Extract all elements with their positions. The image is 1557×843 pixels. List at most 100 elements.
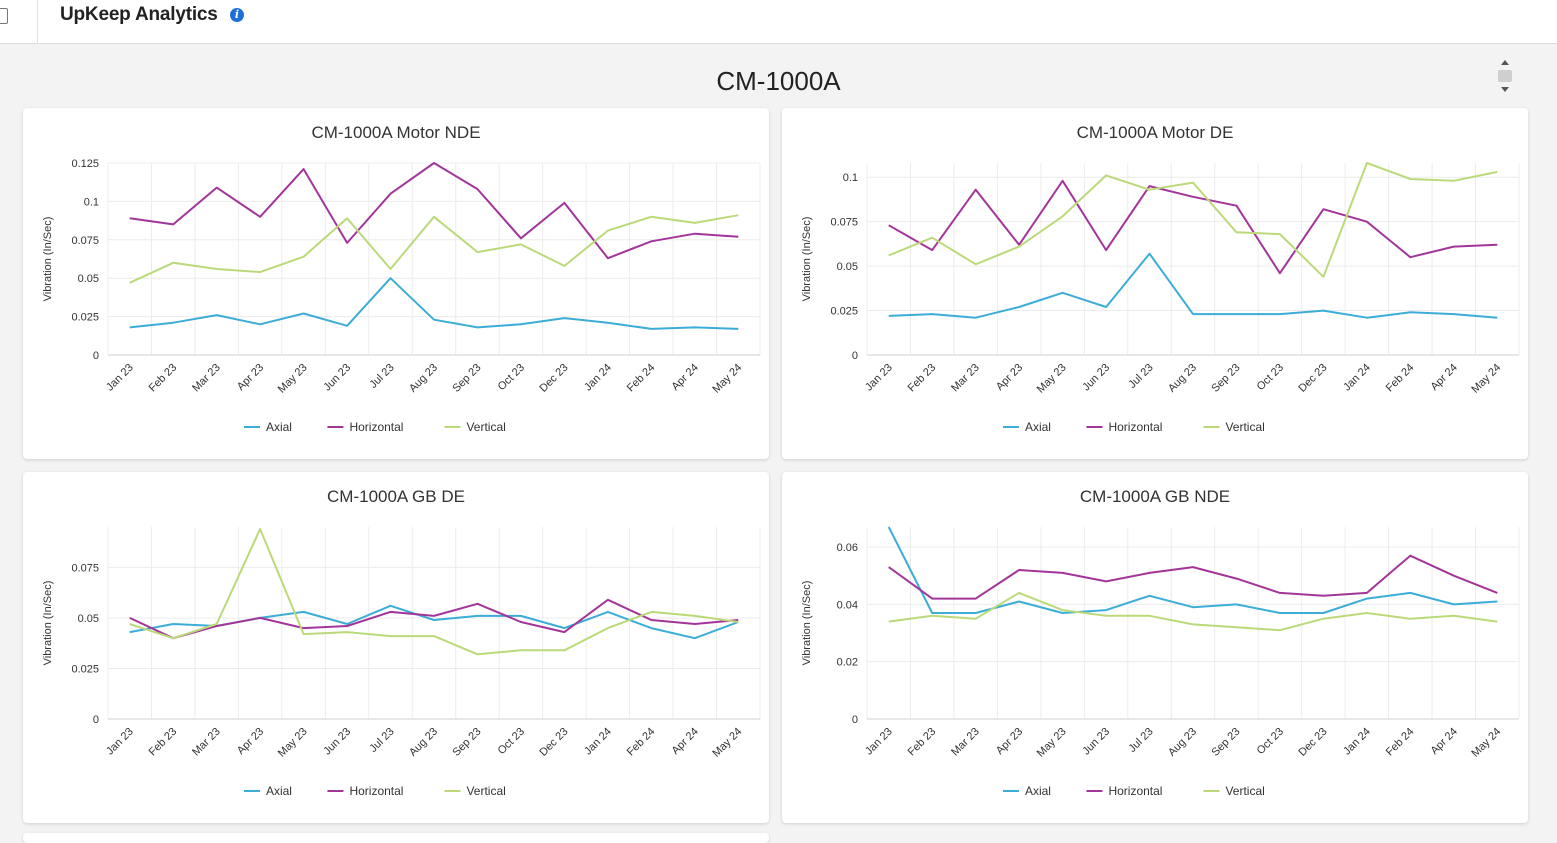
y-tick-label: 0	[93, 350, 99, 362]
series-line-vertical[interactable]	[129, 214, 739, 284]
chart-legend: Axial Horizontal Vertical	[1002, 784, 1265, 798]
y-tick-label: 0	[93, 714, 99, 726]
legend-item-horizontal[interactable]: Horizontal	[1086, 784, 1162, 798]
x-tick-label: Aug 23	[407, 726, 440, 759]
x-tick-label: Apr 23	[994, 726, 1025, 757]
y-tick-label: 0.025	[71, 312, 99, 324]
x-tick-label: Jan 23	[863, 362, 895, 394]
y-axis-label: Vibration (In/Sec)	[801, 581, 813, 666]
x-tick-label: Dec 23	[1296, 362, 1329, 395]
legend-item-axial[interactable]: Axial	[1002, 420, 1051, 434]
x-tick-label: Jun 23	[1080, 726, 1112, 758]
legend-item-vertical[interactable]: Vertical	[1203, 784, 1265, 798]
x-tick-label: Jan 24	[1341, 362, 1373, 394]
y-tick-label: 0	[852, 714, 858, 726]
legend-item-axial[interactable]: Axial	[1002, 784, 1051, 798]
legend-item-axial[interactable]: Axial	[243, 784, 292, 798]
legend-item-vertical[interactable]: Vertical	[444, 420, 506, 434]
x-tick-label: Jan 23	[863, 726, 895, 758]
x-tick-label: May 23	[1035, 362, 1069, 396]
legend-label: Vertical	[466, 420, 505, 434]
series-line-axial[interactable]	[129, 277, 739, 330]
y-tick-label: 0.05	[78, 613, 99, 625]
x-tick-label: Dec 23	[537, 726, 570, 759]
legend-item-vertical[interactable]: Vertical	[444, 784, 506, 798]
legend-item-vertical[interactable]: Vertical	[1203, 420, 1265, 434]
legend-label: Horizontal	[349, 784, 403, 798]
x-tick-label: Feb 24	[625, 362, 658, 395]
series-line-axial[interactable]	[888, 252, 1498, 319]
chart-title: CM-1000A Motor NDE	[311, 123, 480, 142]
chart-title: CM-1000A GB DE	[327, 487, 465, 506]
legend-item-axial[interactable]: Axial	[243, 420, 292, 434]
y-axis-label: Vibration (In/Sec)	[42, 581, 54, 666]
chart-legend: Axial Horizontal Vertical	[243, 784, 506, 798]
series-line-horizontal[interactable]	[129, 598, 739, 640]
y-tick-label: 0.04	[837, 599, 858, 611]
chart-svg: CM-1000A GB DE 0 0.025 0.05 0.075 Vibration (…	[42, 487, 761, 798]
scroll-up-arrow-icon[interactable]	[1501, 60, 1509, 65]
series-line-vertical[interactable]	[129, 528, 739, 656]
x-tick-label: Feb 23	[147, 362, 180, 395]
legend-item-horizontal[interactable]: Horizontal	[327, 784, 403, 798]
legend-label: Horizontal	[1108, 420, 1162, 434]
series-line-vertical[interactable]	[888, 162, 1498, 278]
legend-item-horizontal[interactable]: Horizontal	[1086, 420, 1162, 434]
y-axis-label: Vibration (In/Sec)	[42, 217, 54, 302]
scroll-control[interactable]	[1497, 58, 1513, 94]
chart-card-motor-de: CM-1000A Motor DE 0 0.025 0.05 0.075 0.1 Vibra…	[782, 108, 1528, 459]
series-line-axial[interactable]	[129, 604, 739, 640]
chart-card-gb-nde: CM-1000A GB NDE 0 0.02 0.04 0.06 Vibration (I…	[782, 472, 1528, 823]
x-tick-label: Sep 23	[1209, 362, 1242, 395]
x-tick-label: Aug 23	[1166, 362, 1199, 395]
dashboard-title: CM-1000A	[716, 66, 841, 96]
y-tick-label: 0.05	[78, 273, 99, 285]
x-tick-label: Aug 23	[407, 362, 440, 395]
y-axis-label: Vibration (In/Sec)	[801, 217, 813, 302]
x-tick-label: Oct 23	[496, 726, 527, 757]
series-line-vertical[interactable]	[888, 591, 1498, 632]
x-tick-label: Jan 24	[1341, 726, 1373, 758]
legend-label: Axial	[266, 420, 292, 434]
series-line-axial[interactable]	[887, 526, 1498, 614]
x-tick-label: Jun 23	[321, 726, 353, 758]
chart-title: CM-1000A GB NDE	[1080, 487, 1230, 506]
series-line-horizontal[interactable]	[888, 554, 1498, 600]
chart-svg: CM-1000A GB NDE 0 0.02 0.04 0.06 Vibration (I…	[801, 487, 1520, 798]
y-tick-label: 0	[852, 350, 858, 362]
x-tick-label: Jul 23	[367, 726, 396, 755]
y-tick-label: 0.125	[71, 158, 99, 170]
series-line-horizontal[interactable]	[129, 162, 739, 260]
info-icon[interactable]: i	[230, 8, 244, 22]
y-tick-label: 0.075	[71, 562, 99, 574]
chart-card-gb-de: CM-1000A GB DE 0 0.025 0.05 0.075 Vibration (…	[23, 472, 769, 823]
y-tick-label: 0.06	[837, 542, 858, 554]
legend-item-horizontal[interactable]: Horizontal	[327, 420, 403, 434]
x-tick-label: Apr 24	[1429, 362, 1460, 393]
chart-card-motor-nde: CM-1000A Motor NDE 0 0.025 0.05 0.075 0.1 0.12…	[23, 108, 769, 459]
legend-label: Horizontal	[1108, 784, 1162, 798]
series-line-horizontal[interactable]	[888, 179, 1498, 275]
x-tick-label: Jun 23	[1080, 362, 1112, 394]
y-tick-label: 0.02	[837, 657, 858, 669]
scroll-down-arrow-icon[interactable]	[1501, 87, 1509, 92]
x-tick-label: Oct 23	[1255, 726, 1286, 757]
y-tick-label: 0.1	[84, 196, 99, 208]
grid-lines	[866, 163, 1520, 356]
x-tick-label: Feb 23	[906, 726, 939, 759]
legend-label: Vertical	[466, 784, 505, 798]
x-tick-label: Sep 23	[450, 362, 483, 395]
menu-toggle[interactable]	[0, 8, 8, 24]
x-tick-label: Apr 23	[235, 726, 266, 757]
x-tick-label: Mar 23	[190, 362, 223, 395]
x-tick-label: May 24	[1469, 726, 1503, 760]
x-tick-label: Oct 23	[496, 362, 527, 393]
x-tick-label: Aug 23	[1166, 726, 1199, 759]
y-tick-label: 0.025	[71, 663, 99, 675]
scroll-thumb[interactable]	[1498, 70, 1512, 82]
y-tick-label: 0.075	[71, 235, 99, 247]
y-tick-label: 0.025	[830, 306, 858, 318]
x-tick-label: Apr 24	[1429, 726, 1460, 757]
x-tick-label: Feb 23	[147, 726, 180, 759]
x-tick-label: Jan 24	[582, 362, 614, 394]
